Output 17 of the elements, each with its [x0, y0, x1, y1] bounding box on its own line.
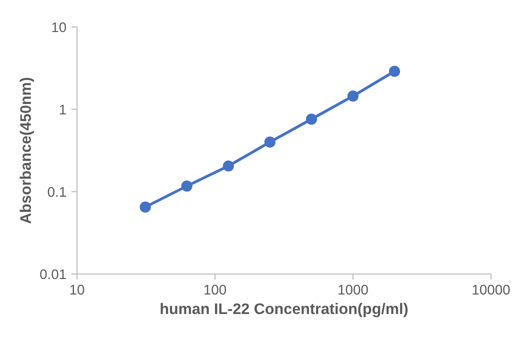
point	[222, 160, 234, 172]
y-axis-title: Absorbance(450nm)	[20, 78, 34, 224]
y-tick-label: 0.1	[48, 187, 66, 197]
point	[264, 136, 276, 148]
point	[347, 90, 359, 102]
point	[140, 202, 151, 213]
point	[181, 180, 192, 192]
x-tick-label: 10000	[472, 284, 510, 295]
point	[388, 66, 400, 77]
x-tick-label: 10	[70, 284, 84, 295]
y-tick-label: 1	[60, 104, 66, 114]
x-tick-label: 100	[204, 284, 226, 295]
y-tick-label: 10	[52, 22, 66, 32]
x-tick-label: 1000	[338, 284, 368, 295]
x-axis-title: human IL-22 Concentration(pg/ml)	[160, 302, 408, 318]
y-tick-label: 0.01	[40, 269, 66, 280]
point	[306, 114, 318, 125]
